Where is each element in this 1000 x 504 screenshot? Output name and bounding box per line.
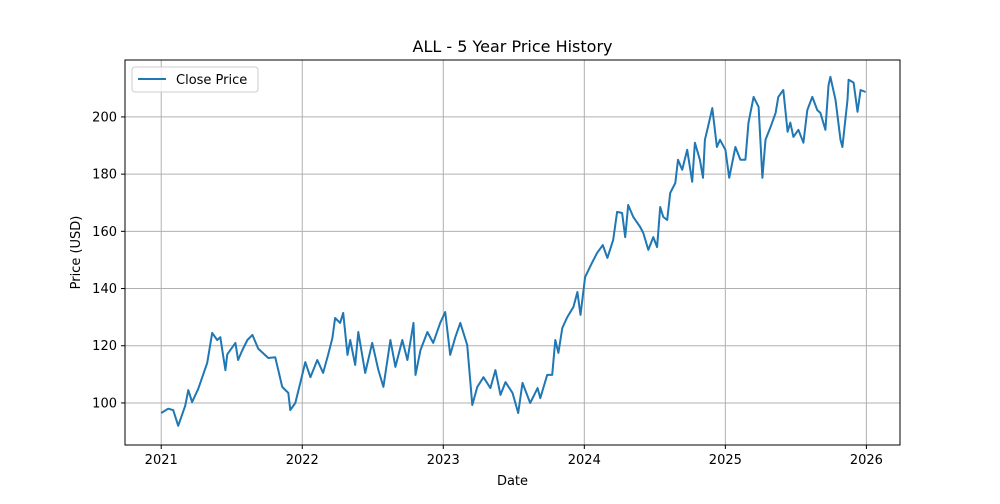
legend: Close Price [131,66,259,93]
x-tick-label: 2023 [427,453,460,468]
x-tick-label: 2024 [568,453,601,468]
x-axis: 2021 2022 2023 2024 2025 2026 [145,445,883,468]
x-tick-label: 2022 [286,453,319,468]
legend-box [131,66,259,93]
plot-frame [124,59,901,446]
close-price-line [160,75,866,427]
chart-title: ALL - 5 Year Price History [413,37,613,56]
x-tick-label: 2025 [709,453,742,468]
y-tick-label: 120 [92,339,117,354]
series-layer [160,75,866,427]
y-axis: 100 120 140 160 180 200 [92,110,125,411]
grid [125,60,900,445]
y-tick-label: 200 [92,110,117,125]
y-tick-label: 160 [92,225,117,240]
x-tick-label: 2021 [145,453,178,468]
legend-label: Close Price [176,73,247,88]
y-tick-label: 140 [92,282,117,297]
y-tick-label: 100 [92,396,117,411]
x-tick-label: 2026 [850,453,883,468]
y-axis-label: Price (USD) [69,216,84,290]
y-tick-label: 180 [92,168,117,183]
x-axis-label: Date [497,474,528,489]
